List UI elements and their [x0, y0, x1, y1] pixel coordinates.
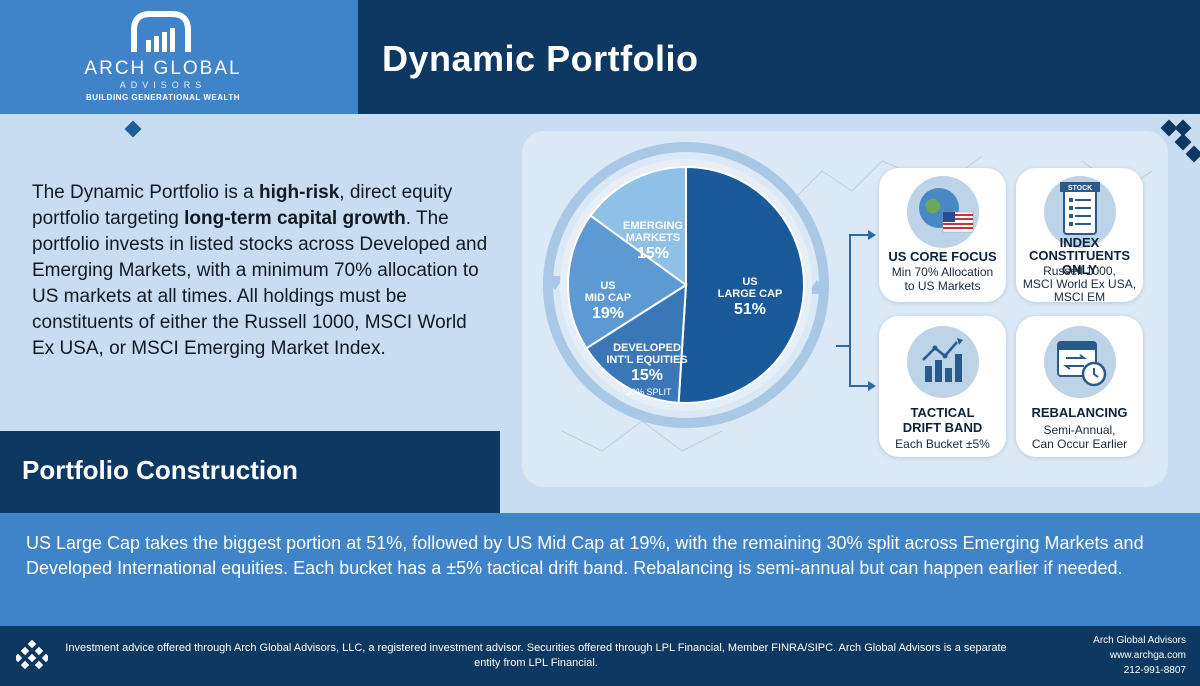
pie-slice-us-large — [677, 165, 805, 404]
arrow-right-icon — [807, 280, 827, 294]
tile-rebalancing: REBALANCING Semi-Annual, Can Occur Earli… — [1016, 316, 1143, 457]
high-risk-emphasis: high-risk — [259, 182, 340, 203]
footer-disclosure: Investment advice offered through Arch G… — [65, 642, 1007, 669]
tile-tactical-drift-band: TACTICAL DRIFT BAND Each Bucket ±5% — [879, 316, 1006, 457]
label-us-large: US LARGE CAP 51% — [717, 276, 783, 318]
connector-arrows — [836, 230, 876, 391]
tile-index-constituents: STOCK INDEX CONSTITUENTS ONLY Russell 10… — [1016, 168, 1143, 304]
pie-svg — [543, 142, 829, 428]
arch-logo-icon — [131, 11, 191, 52]
brand-tagline: BUILDING GENERATIONAL WEALTH — [86, 93, 240, 102]
brand-sub: ADVISORS — [119, 80, 207, 90]
label-us-mid: US MID CAP 19% — [584, 280, 632, 322]
arrow-left-icon — [545, 276, 565, 290]
stock-badge: STOCK — [1067, 185, 1091, 192]
summary-band: US Large Cap takes the biggest portion a… — [0, 513, 1200, 626]
section-title: Portfolio Construction — [22, 455, 298, 485]
page-title: Dynamic Portfolio — [382, 38, 699, 79]
summary-text: US Large Cap takes the biggest portion a… — [26, 533, 1144, 578]
footer-phone: 212-991-8807 — [1123, 665, 1186, 676]
intro-paragraph: The Dynamic Portfolio is a high-risk, di… — [32, 182, 488, 359]
tile-title: US CORE FOCUS — [888, 249, 997, 264]
pie-slice-us-mid — [567, 214, 688, 350]
allocation-pie-chart: US LARGE CAP 51% EMERGING MARKETS 15% US… — [541, 140, 831, 430]
title-panel: Dynamic Portfolio — [358, 0, 1200, 114]
footer-contact: Arch Global Advisors www.archga.com 212-… — [1026, 633, 1186, 678]
diamond-decoration — [124, 120, 142, 138]
footer-website[interactable]: www.archga.com — [1109, 650, 1186, 661]
stock-list-icon: STOCK — [1043, 176, 1116, 248]
brand-name: ARCH GLOBAL — [84, 58, 242, 79]
calendar-clock-icon — [1043, 326, 1116, 398]
label-developed: DEVELOPED INT'L EQUITIES 15% *30% SPLIT — [606, 342, 688, 397]
capital-growth-emphasis: long-term capital growth — [184, 208, 406, 229]
pie-slice-developed — [584, 283, 688, 404]
pie-slice-emerging — [589, 165, 687, 287]
footer-company: Arch Global Advisors — [1093, 635, 1186, 646]
diamond-decoration — [1185, 145, 1200, 163]
bar-chart-icon — [906, 326, 979, 398]
globe-flag-icon — [906, 176, 979, 248]
logo-panel: ARCH GLOBAL ADVISORS BUILDING GENERATION… — [0, 0, 358, 114]
footer: Investment advice offered through Arch G… — [0, 626, 1200, 686]
section-band: Portfolio Construction — [0, 431, 500, 513]
diamond-grid-icon — [16, 640, 48, 670]
label-emerging: EMERGING MARKETS 15% — [623, 220, 683, 262]
tile-us-core-focus: US CORE FOCUS Min 70% Allocation to US M… — [879, 168, 1006, 302]
diamond-decoration — [1174, 133, 1192, 151]
